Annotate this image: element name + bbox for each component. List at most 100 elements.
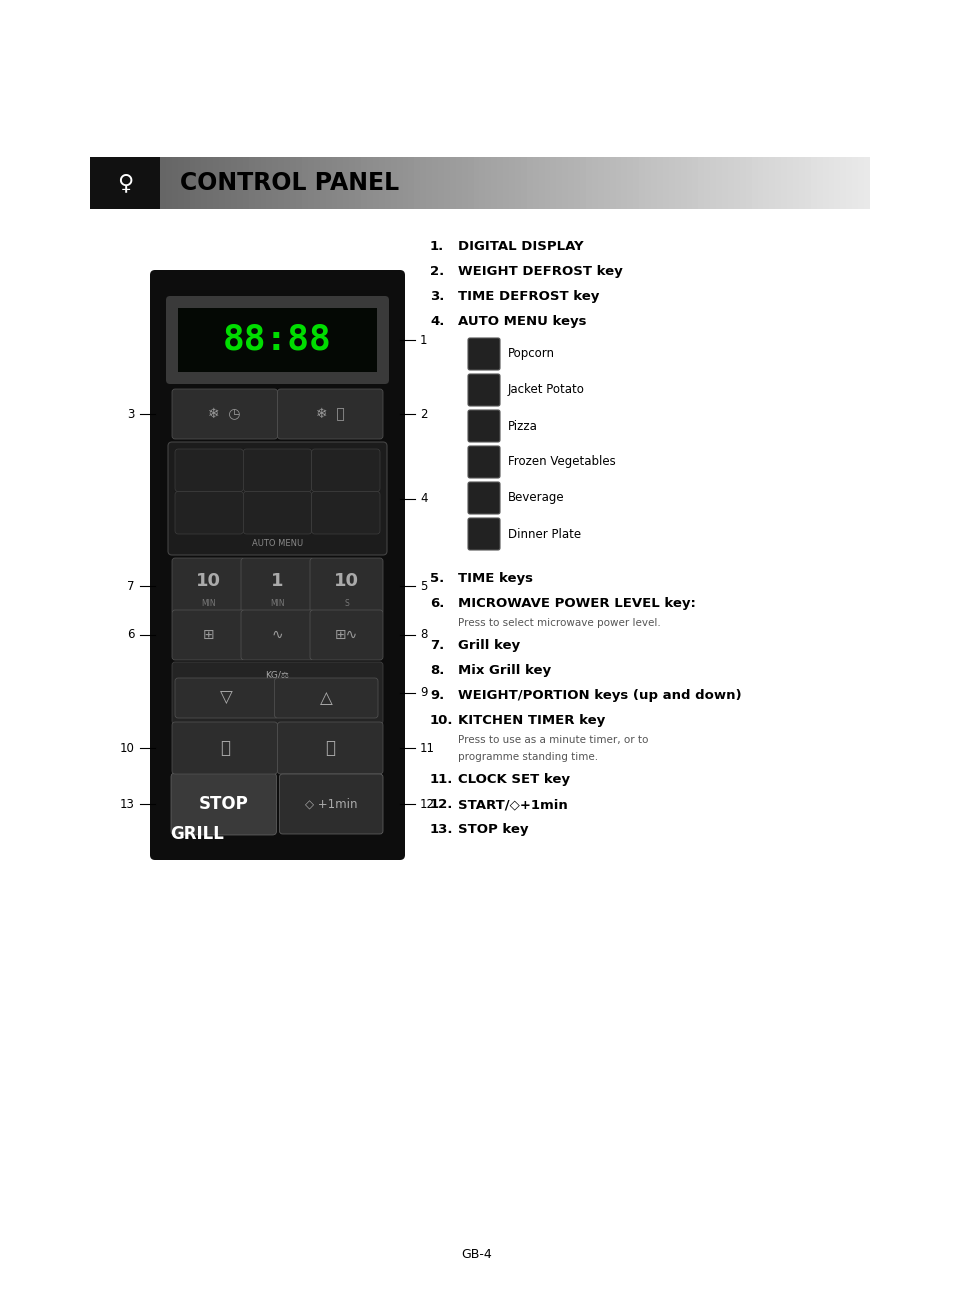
Bar xyxy=(166,157,172,210)
FancyBboxPatch shape xyxy=(310,609,382,660)
Bar xyxy=(775,157,781,210)
Bar xyxy=(520,157,527,210)
Bar xyxy=(236,157,243,210)
Text: Jacket Potato: Jacket Potato xyxy=(507,383,584,396)
Text: 10: 10 xyxy=(195,572,221,590)
Bar xyxy=(762,157,769,210)
FancyBboxPatch shape xyxy=(310,558,382,613)
Text: MIN: MIN xyxy=(270,599,285,607)
Bar xyxy=(740,157,745,210)
FancyBboxPatch shape xyxy=(172,663,382,725)
Text: 9.: 9. xyxy=(430,688,444,703)
Text: 6.: 6. xyxy=(430,597,444,609)
Text: 88:88: 88:88 xyxy=(223,324,332,357)
Text: 1: 1 xyxy=(271,572,283,590)
FancyBboxPatch shape xyxy=(241,609,314,660)
Bar xyxy=(432,157,438,210)
Bar xyxy=(792,157,799,210)
Bar xyxy=(485,157,492,210)
Bar xyxy=(509,157,515,210)
Text: 7.: 7. xyxy=(430,639,444,652)
FancyBboxPatch shape xyxy=(174,449,243,492)
Bar xyxy=(751,157,758,210)
Text: STOP: STOP xyxy=(198,795,249,813)
Text: ♀: ♀ xyxy=(117,173,133,193)
FancyBboxPatch shape xyxy=(468,374,499,406)
Bar xyxy=(325,157,332,210)
Bar xyxy=(249,157,254,210)
FancyBboxPatch shape xyxy=(312,449,379,492)
Bar xyxy=(243,157,249,210)
Text: 6: 6 xyxy=(128,629,135,642)
FancyBboxPatch shape xyxy=(171,773,276,835)
Text: KITCHEN TIMER key: KITCHEN TIMER key xyxy=(457,714,604,727)
Text: 4.: 4. xyxy=(430,314,444,327)
Bar xyxy=(384,157,391,210)
Bar xyxy=(491,157,497,210)
Bar xyxy=(396,157,403,210)
Text: 10.: 10. xyxy=(430,714,453,727)
Text: 1: 1 xyxy=(419,334,427,347)
Bar xyxy=(408,157,415,210)
Bar xyxy=(591,157,598,210)
Bar xyxy=(620,157,627,210)
Bar xyxy=(727,157,734,210)
Bar xyxy=(821,157,828,210)
FancyBboxPatch shape xyxy=(277,722,382,774)
Text: Beverage: Beverage xyxy=(507,492,564,505)
Bar xyxy=(585,157,592,210)
FancyBboxPatch shape xyxy=(178,308,376,371)
Text: S: S xyxy=(344,599,349,607)
Bar xyxy=(799,157,804,210)
Bar xyxy=(219,157,225,210)
Bar xyxy=(160,157,166,210)
Bar xyxy=(650,157,657,210)
Text: 9: 9 xyxy=(419,687,427,700)
Bar xyxy=(402,157,409,210)
Bar xyxy=(177,157,184,210)
Bar xyxy=(426,157,433,210)
Bar xyxy=(863,157,869,210)
Bar xyxy=(391,157,396,210)
Bar xyxy=(679,157,686,210)
Bar xyxy=(745,157,751,210)
Bar xyxy=(213,157,219,210)
Text: ⊞: ⊞ xyxy=(202,628,214,642)
Text: 3: 3 xyxy=(128,408,135,421)
FancyBboxPatch shape xyxy=(172,389,277,439)
Bar xyxy=(609,157,616,210)
Bar xyxy=(644,157,651,210)
Bar xyxy=(757,157,763,210)
Text: AUTO MENU: AUTO MENU xyxy=(252,538,303,547)
Bar xyxy=(467,157,474,210)
Text: Press to select microwave power level.: Press to select microwave power level. xyxy=(457,619,660,628)
Bar xyxy=(254,157,261,210)
Bar xyxy=(461,157,468,210)
Bar xyxy=(332,157,337,210)
Bar xyxy=(698,157,704,210)
FancyBboxPatch shape xyxy=(468,481,499,514)
Text: 12: 12 xyxy=(419,797,435,810)
Text: 11: 11 xyxy=(419,741,435,754)
Bar xyxy=(473,157,479,210)
Text: Popcorn: Popcorn xyxy=(507,348,555,361)
FancyBboxPatch shape xyxy=(172,722,277,774)
Text: ⏱: ⏱ xyxy=(325,739,335,757)
FancyBboxPatch shape xyxy=(468,410,499,443)
Text: ⏲: ⏲ xyxy=(219,739,230,757)
Bar xyxy=(443,157,450,210)
Text: 2.: 2. xyxy=(430,265,444,278)
Bar xyxy=(195,157,202,210)
Bar xyxy=(603,157,610,210)
FancyBboxPatch shape xyxy=(274,678,377,718)
Bar xyxy=(556,157,562,210)
Bar xyxy=(633,157,639,210)
Text: Grill key: Grill key xyxy=(457,639,519,652)
FancyBboxPatch shape xyxy=(277,389,382,439)
Text: AUTO MENU keys: AUTO MENU keys xyxy=(457,314,586,327)
Text: 7: 7 xyxy=(128,580,135,593)
Bar xyxy=(302,157,308,210)
Bar xyxy=(858,157,863,210)
FancyBboxPatch shape xyxy=(174,492,243,534)
Text: MIN: MIN xyxy=(201,599,215,607)
